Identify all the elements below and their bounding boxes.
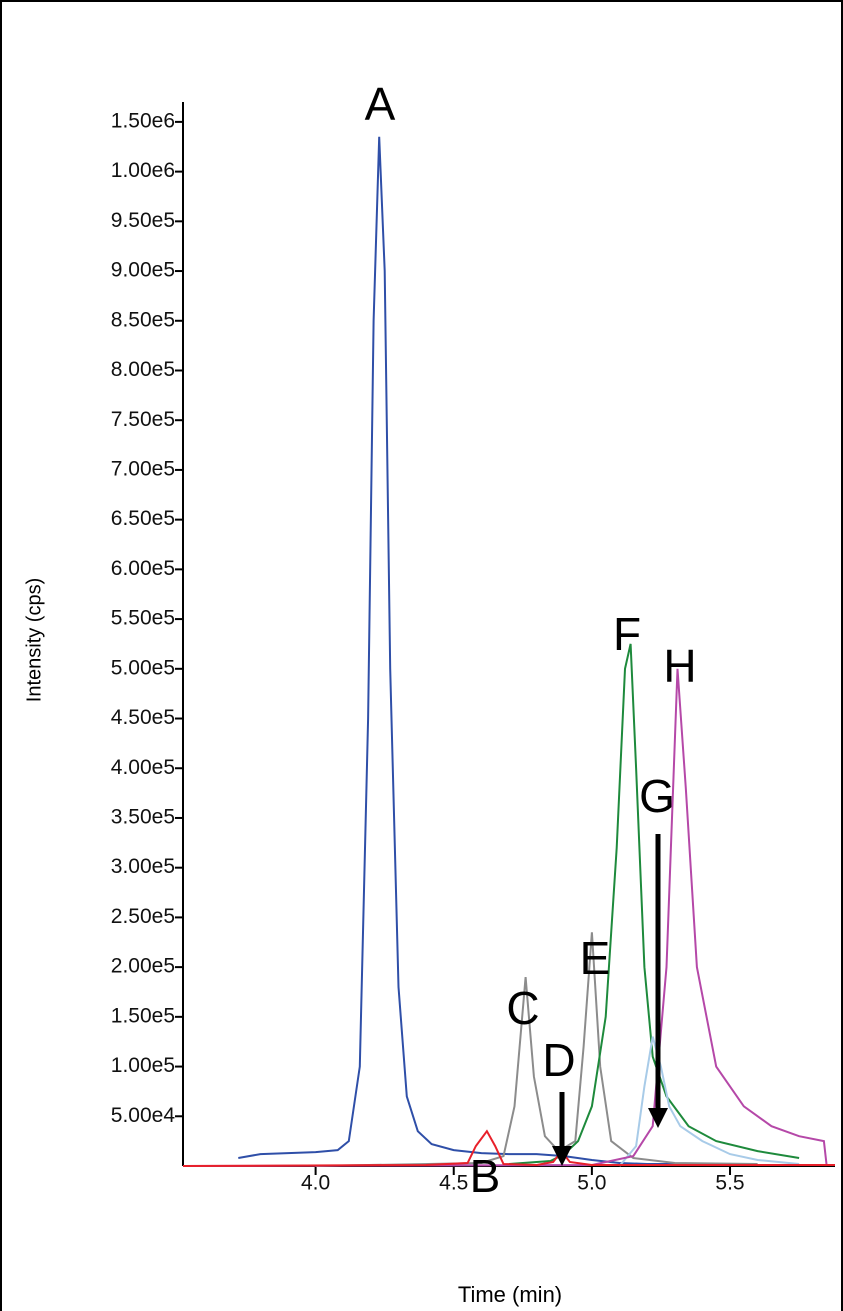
y-axis-title: Intensity (cps) bbox=[23, 578, 45, 702]
series-line bbox=[618, 1036, 800, 1167]
peak-label: H bbox=[663, 640, 696, 692]
peak-label: C bbox=[506, 982, 539, 1034]
x-tick-label: 5.0 bbox=[577, 1172, 606, 1195]
y-tick-label: 5.50e5 bbox=[111, 607, 175, 630]
peak-label: A bbox=[365, 78, 396, 130]
y-tick-label: 6.50e5 bbox=[111, 507, 175, 530]
y-tick-label: 1.50e5 bbox=[111, 1004, 175, 1027]
x-tick-label: 4.5 bbox=[439, 1172, 468, 1195]
y-tick-label: 9.50e5 bbox=[111, 209, 175, 232]
peak-label: D bbox=[542, 1034, 575, 1086]
y-tick-label: 6.00e5 bbox=[111, 557, 175, 580]
x-axis-title: Time (min) bbox=[458, 1282, 562, 1307]
y-tick-label: 5.00e4 bbox=[111, 1104, 176, 1127]
arrow-head-g bbox=[648, 1108, 668, 1128]
arrow-head-d bbox=[552, 1146, 572, 1166]
series-line bbox=[182, 1129, 835, 1167]
y-tick-label: 1.50e6 bbox=[111, 109, 175, 132]
x-tick-label: 4.0 bbox=[301, 1172, 330, 1195]
series-line bbox=[182, 668, 828, 1167]
series-line bbox=[508, 643, 800, 1165]
y-tick-label: 1.00e6 bbox=[111, 159, 175, 182]
y-tick-label: 1.00e5 bbox=[111, 1054, 175, 1077]
y-tick-label: 4.00e5 bbox=[111, 756, 175, 779]
x-tick-label: 5.5 bbox=[715, 1172, 744, 1195]
peak-label: G bbox=[639, 770, 675, 822]
peak-label: B bbox=[470, 1150, 501, 1202]
y-tick-label: 9.00e5 bbox=[111, 259, 175, 282]
y-tick-label: 8.00e5 bbox=[111, 358, 175, 381]
y-tick-label: 2.00e5 bbox=[111, 955, 175, 978]
y-tick-label: 4.50e5 bbox=[111, 706, 175, 729]
y-tick-label: 3.50e5 bbox=[111, 806, 175, 829]
y-tick-label: 7.50e5 bbox=[111, 408, 175, 431]
y-tick-label: 3.00e5 bbox=[111, 855, 175, 878]
series-line bbox=[315, 932, 758, 1167]
arrows bbox=[552, 834, 668, 1166]
y-tick-label: 8.50e5 bbox=[111, 308, 175, 331]
y-tick-label: 5.00e5 bbox=[111, 656, 175, 679]
peak-label: E bbox=[580, 932, 611, 984]
peak-label: F bbox=[613, 608, 641, 660]
series-line bbox=[238, 136, 675, 1165]
y-tick-label: 7.00e5 bbox=[111, 457, 175, 480]
y-tick-label: 2.50e5 bbox=[111, 905, 175, 928]
